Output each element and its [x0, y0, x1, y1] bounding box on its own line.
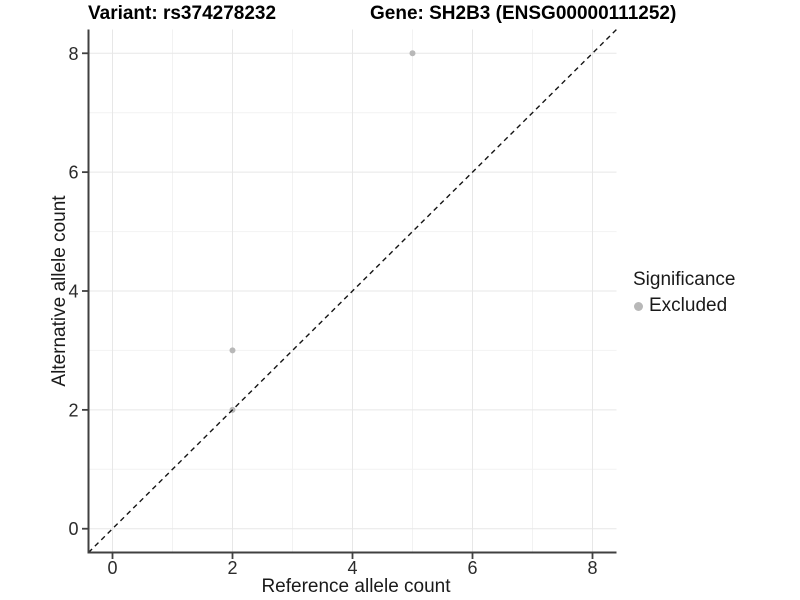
x-tick-label: 4 — [347, 558, 357, 578]
legend-item-label: Excluded — [649, 295, 728, 316]
data-point — [229, 347, 236, 354]
y-tick-label: 4 — [68, 282, 78, 302]
plot-title-variant: Variant: rs374278232 — [88, 3, 277, 24]
legend: Significance Excluded — [633, 269, 735, 317]
x-tick-label: 0 — [107, 558, 117, 578]
x-axis-title: Reference allele count — [261, 576, 451, 597]
identity-line — [88, 29, 617, 553]
y-tick-label: 2 — [68, 400, 78, 420]
y-axis-title: Alternative allele count — [49, 195, 70, 387]
y-tick-label: 8 — [68, 44, 78, 64]
x-tick-label: 2 — [227, 558, 237, 578]
plot-title-gene: Gene: SH2B3 (ENSG00000111252) — [370, 3, 677, 24]
excluded-point-icon — [634, 301, 643, 311]
data-point — [409, 50, 416, 57]
x-tick-label: 6 — [467, 558, 477, 578]
y-tick-label: 0 — [68, 519, 78, 539]
legend-title: Significance — [633, 269, 736, 290]
y-tick-label: 6 — [68, 163, 78, 183]
x-tick-label: 8 — [587, 558, 597, 578]
legend-item-excluded: Excluded — [634, 295, 735, 317]
